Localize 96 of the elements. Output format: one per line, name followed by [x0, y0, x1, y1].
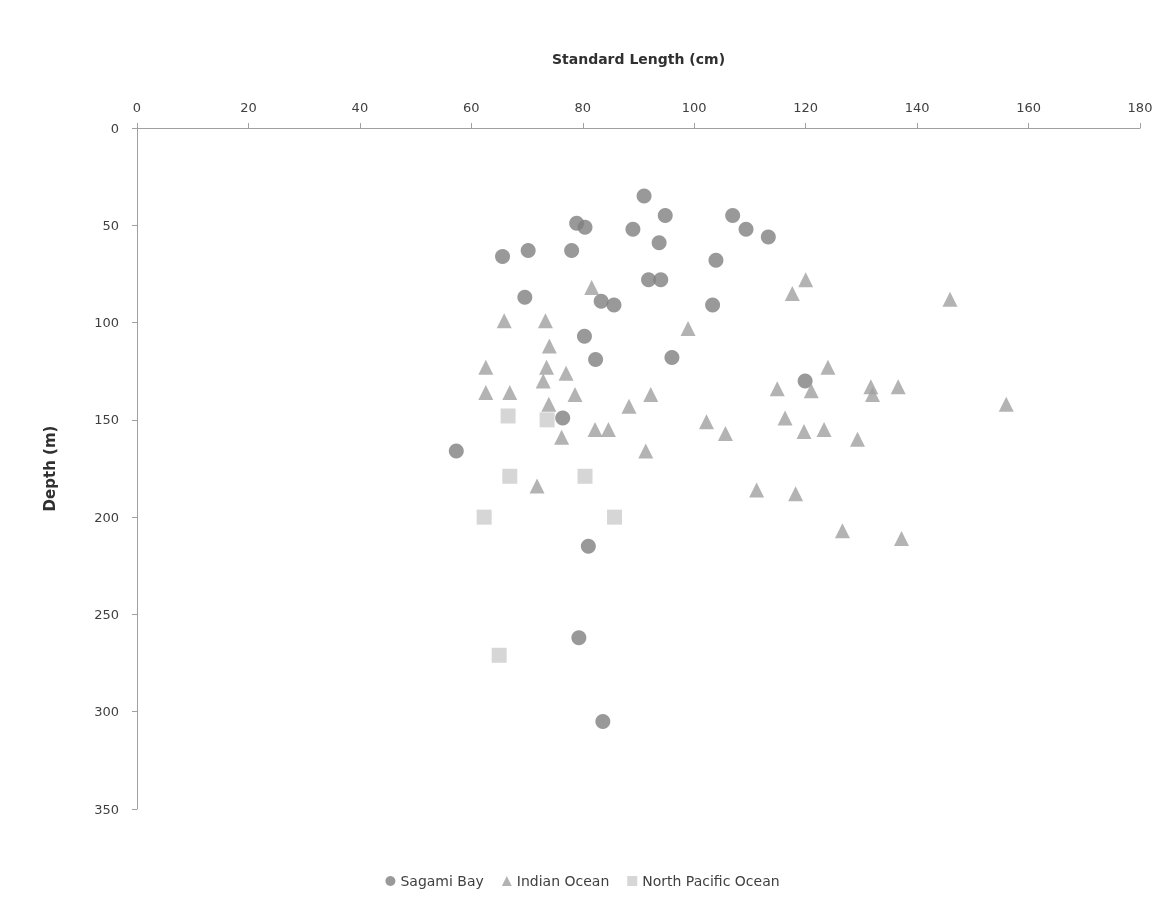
point	[495, 248, 511, 264]
point	[834, 523, 850, 539]
point	[539, 359, 555, 375]
y-tick-label: 350	[94, 801, 119, 817]
point	[607, 509, 623, 525]
point	[942, 291, 958, 307]
point	[849, 431, 865, 447]
point	[664, 350, 680, 366]
point	[788, 486, 804, 502]
legend-label: Indian Ocean	[516, 873, 610, 889]
point	[890, 379, 906, 395]
y-tick-label: 50	[102, 217, 119, 233]
point	[593, 293, 609, 309]
point	[705, 297, 721, 313]
point	[606, 297, 622, 313]
legend-label: North Pacific Ocean	[642, 873, 780, 889]
point	[541, 396, 557, 412]
point	[558, 365, 574, 381]
point	[738, 221, 754, 237]
point	[478, 359, 494, 375]
x-tick-label: 100	[681, 100, 707, 115]
point	[537, 313, 553, 329]
point	[865, 387, 881, 403]
y-tick-label: 100	[94, 315, 119, 331]
point	[502, 468, 518, 484]
point	[798, 272, 814, 288]
x-tick-label: 20	[240, 100, 257, 115]
x-tick-label: 60	[463, 100, 480, 115]
x-tick-label: 140	[904, 100, 930, 115]
point	[625, 221, 641, 237]
point	[517, 289, 533, 305]
x-axis-title: Standard Length (cm)	[551, 51, 726, 67]
point	[520, 243, 536, 259]
point	[476, 509, 492, 525]
point	[502, 385, 518, 401]
point	[725, 208, 741, 224]
point	[894, 531, 910, 547]
point	[580, 538, 596, 554]
y-tick-label: 0	[110, 120, 119, 136]
point	[584, 280, 600, 296]
x-tick-label: 160	[1016, 100, 1041, 115]
point	[769, 381, 785, 397]
point	[491, 647, 507, 663]
point	[587, 422, 603, 438]
point	[638, 443, 654, 459]
point	[577, 219, 593, 235]
point	[567, 387, 583, 403]
point	[803, 383, 819, 399]
point	[621, 398, 637, 414]
point	[448, 443, 464, 459]
point	[555, 410, 571, 426]
point	[641, 272, 657, 288]
point	[500, 408, 516, 424]
legend-label: Sagami Bay	[400, 873, 484, 889]
point	[784, 285, 800, 301]
point	[998, 396, 1014, 412]
point	[577, 468, 593, 484]
point	[777, 410, 793, 426]
point	[576, 328, 592, 344]
point	[541, 338, 557, 354]
point	[478, 385, 494, 401]
y-tick-label: 250	[94, 606, 119, 622]
point	[564, 243, 580, 259]
point	[680, 320, 696, 336]
point	[820, 359, 836, 375]
point	[595, 713, 611, 729]
point	[797, 373, 813, 389]
x-tick-label: 0	[132, 100, 142, 115]
point	[496, 313, 512, 329]
point	[657, 208, 673, 224]
point	[636, 188, 652, 204]
point	[653, 272, 669, 288]
x-tick-label: 120	[793, 100, 819, 115]
y-tick-label: 150	[94, 412, 119, 428]
point	[588, 352, 604, 368]
point	[708, 252, 724, 268]
point	[816, 422, 832, 438]
point	[796, 424, 812, 440]
x-tick-label: 40	[351, 100, 369, 115]
point	[571, 630, 587, 646]
point	[554, 429, 570, 445]
y-axis-title: Depth (m)	[40, 425, 59, 512]
point	[535, 373, 551, 389]
point	[717, 425, 733, 441]
point	[600, 422, 616, 438]
point	[529, 478, 545, 494]
y-tick-label: 200	[94, 509, 119, 525]
point	[698, 414, 714, 430]
y-tick-label: 300	[94, 704, 119, 720]
point	[539, 412, 555, 428]
point	[749, 482, 765, 498]
point	[760, 229, 776, 245]
point	[643, 387, 659, 403]
point	[651, 235, 667, 251]
x-tick-label: 80	[574, 100, 592, 115]
x-tick-label: 180	[1127, 100, 1153, 115]
